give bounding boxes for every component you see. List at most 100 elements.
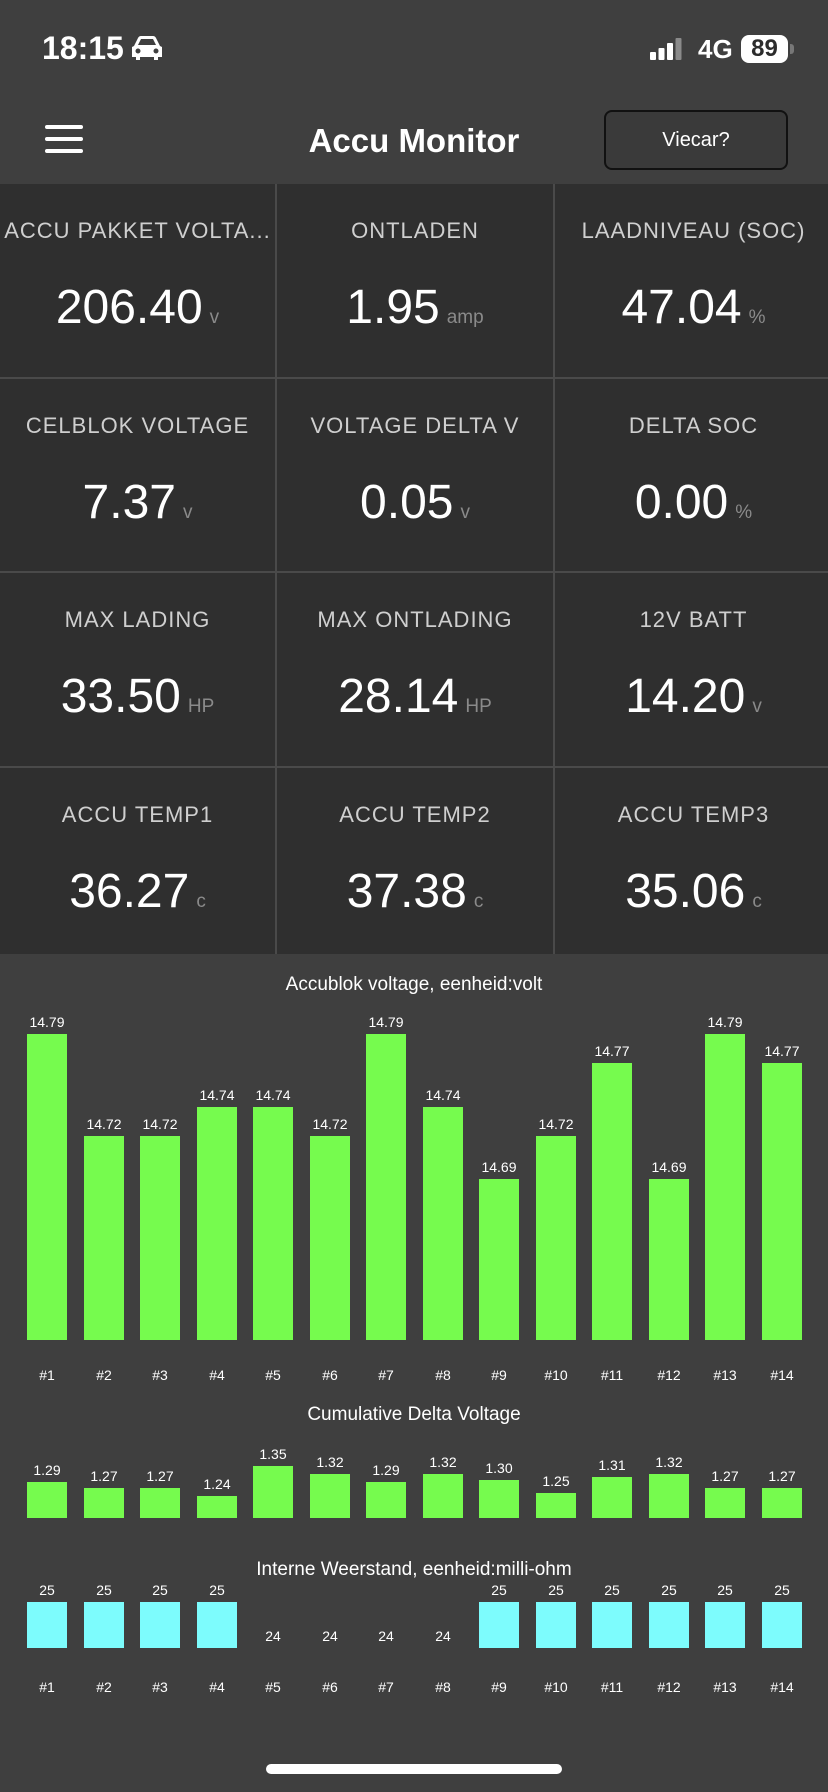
chart-bar-resistance [705,1602,745,1648]
chart-bar-delta [84,1488,124,1518]
chart-category-label-resistance: #1 [39,1679,55,1695]
tile-voltage-delta: VOLTAGE DELTA V 0.05 v [277,378,553,571]
chart-bar-voltage [762,1063,802,1340]
chart-bar-delta [197,1496,237,1518]
chart-bar-voltage [84,1136,124,1340]
tile-label: ACCU TEMP1 [61,801,214,827]
tile-temp3: ACCU TEMP3 35.06 c [555,767,828,960]
tile-unit: v [460,501,470,523]
tile-unit: v [182,501,193,523]
tile-unit: HP [465,696,492,717]
tile-label: ACCU PAKKET VOLTA... [4,218,271,243]
chart-bar-voltage [310,1136,350,1340]
chart-title-delta: Cumulative Delta Voltage [307,1404,521,1425]
chart-category-label-voltage: #14 [770,1367,794,1383]
chart-bar-delta [27,1482,67,1518]
chart-value-label-resistance: 24 [378,1628,394,1644]
tile-label: ACCU TEMP2 [339,801,491,827]
chart-bar-resistance [649,1602,689,1648]
tile-value: 37.38 [346,864,467,918]
tile-value: 47.04 [621,281,742,334]
chart-value-label-voltage: 14.72 [86,1116,122,1132]
chart-value-label-voltage: 14.74 [255,1087,291,1103]
chart-bar-resistance [27,1602,67,1648]
tile-temp1: ACCU TEMP1 36.27 c [0,767,275,960]
chart-bar-voltage [366,1034,406,1340]
chart-category-label-voltage: #8 [435,1367,451,1383]
chart-value-label-delta: 1.32 [316,1454,344,1470]
chart-value-label-voltage: 14.74 [425,1087,461,1103]
battery-tip [790,44,794,54]
nav-bar: Accu Monitor Viecar? [0,100,828,184]
tile-label: ONTLADEN [351,218,479,243]
battery-icon: 89 [741,35,788,63]
chart-value-label-delta: 1.25 [542,1473,570,1489]
tile-max-discharge: MAX ONTLADING 28.14 HP [277,573,553,766]
chart-value-label-voltage: 14.72 [312,1116,348,1132]
chart-bar-delta [536,1493,576,1518]
chart-category-label-resistance: #13 [713,1679,737,1695]
chart-bar-voltage [197,1107,237,1340]
tile-unit: HP [187,696,215,717]
chart-bar-delta [310,1474,350,1518]
tile-label: ACCU TEMP3 [617,801,770,827]
chart-category-label-voltage: #9 [491,1367,507,1383]
chart-category-label-voltage: #10 [544,1367,568,1383]
chart-value-label-resistance: 25 [152,1582,168,1598]
chart-value-label-resistance: 25 [548,1582,564,1598]
tile-value: 28.14 [338,670,459,723]
chart-category-label-resistance: #3 [152,1679,168,1695]
chart-value-label-delta: 1.29 [33,1462,61,1478]
chart-value-label-voltage: 14.69 [481,1159,517,1175]
chart-category-label-resistance: #4 [209,1679,225,1695]
tile-value: 206.40 [55,281,203,334]
tile-unit: c [196,890,206,912]
chart-category-label-resistance: #7 [378,1679,394,1695]
chart-category-label-resistance: #11 [600,1679,624,1695]
chart-bar-delta [253,1466,293,1518]
chart-value-label-delta: 1.27 [90,1468,118,1484]
tile-value: 33.50 [60,670,181,723]
chart-value-label-delta: 1.27 [768,1468,796,1484]
chart-bar-delta [140,1488,180,1518]
chart-value-label-resistance: 25 [39,1582,55,1598]
chart-value-label-resistance: 25 [491,1582,507,1598]
chart-value-label-resistance: 25 [209,1582,225,1598]
tile-unit: c [473,890,484,912]
chart-value-label-delta: 1.32 [655,1454,683,1470]
chart-value-label-delta: 1.27 [146,1468,174,1484]
chart-bar-voltage [705,1034,745,1340]
menu-icon[interactable] [45,125,83,155]
tile-value: 35.06 [625,864,746,918]
chart-value-label-delta: 1.30 [485,1460,513,1476]
chart-value-label-voltage: 14.69 [651,1159,687,1175]
tile-unit: % [748,307,766,328]
chart-value-label-resistance: 24 [322,1628,338,1644]
tile-unit: amp [446,307,484,328]
chart-value-label-voltage: 14.74 [199,1087,235,1103]
chart-bar-delta [762,1488,802,1518]
chart-value-label-voltage: 14.72 [142,1116,178,1132]
tile-temp2: ACCU TEMP2 37.38 c [277,767,553,960]
chart-value-label-resistance: 25 [774,1582,790,1598]
chart-value-label-delta: 1.29 [372,1462,400,1478]
chart-value-label-resistance: 25 [604,1582,620,1598]
chart-bar-voltage [479,1179,519,1340]
tile-value: 1.95 [346,281,440,334]
tile-value: 14.20 [625,670,746,723]
viecar-button[interactable]: Viecar? [604,110,788,170]
chart-value-label-voltage: 14.79 [707,1014,743,1030]
chart-category-label-resistance: #5 [265,1679,281,1695]
tile-unit: v [752,696,762,717]
chart-bar-voltage [536,1136,576,1340]
chart-category-label-voltage: #3 [152,1367,168,1383]
chart-bar-resistance [592,1602,632,1648]
tile-max-charge: MAX LADING 33.50 HP [0,573,275,766]
chart-category-label-voltage: #12 [657,1367,681,1383]
chart-category-label-resistance: #2 [96,1679,112,1695]
chart-bar-voltage [649,1179,689,1340]
chart-bar-voltage [27,1034,67,1340]
signal-icon [650,38,682,60]
tile-label: 12V BATT [639,607,748,632]
chart-bar-delta [479,1480,519,1518]
